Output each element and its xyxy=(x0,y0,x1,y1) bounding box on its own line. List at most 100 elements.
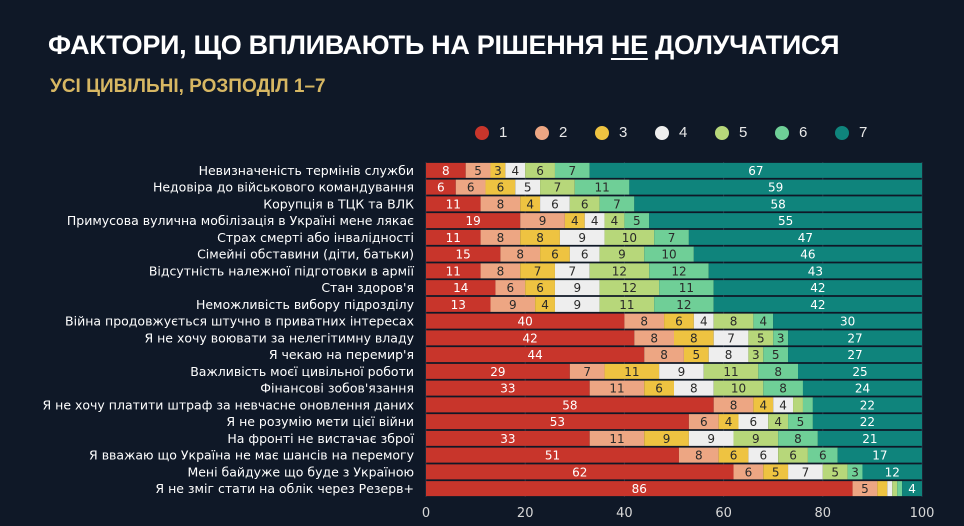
data-label: 5 xyxy=(524,181,532,195)
bar-segment xyxy=(708,263,922,279)
data-label: 11 xyxy=(619,298,634,312)
data-label: 12 xyxy=(676,298,691,312)
data-label: 8 xyxy=(536,231,544,245)
bar-segment xyxy=(426,229,481,245)
data-label: 22 xyxy=(860,415,875,429)
legend-swatch xyxy=(835,125,849,140)
data-label: 12 xyxy=(622,281,637,295)
data-label: 6 xyxy=(551,248,559,262)
data-label: 5 xyxy=(831,465,839,479)
data-label: 4 xyxy=(611,214,619,228)
bar-segment xyxy=(535,296,555,312)
data-label: 9 xyxy=(618,248,626,262)
data-label: 46 xyxy=(800,248,815,262)
bar-segment xyxy=(426,296,491,312)
category-label: Примусова вулична мобілізація в Україні … xyxy=(67,213,414,228)
title-emphasis: НЕ xyxy=(610,30,648,60)
bar-segment xyxy=(500,246,541,262)
legend-item-3: 3 xyxy=(595,124,627,141)
category-label: Стан здоров'я xyxy=(321,280,414,295)
data-label: 7 xyxy=(727,331,735,345)
data-label: 7 xyxy=(568,164,576,178)
bar-segment xyxy=(540,179,575,195)
bar-segment xyxy=(773,397,794,413)
legend-item-2: 2 xyxy=(535,124,567,141)
data-label: 6 xyxy=(700,415,708,429)
bar-segment xyxy=(559,229,605,245)
data-label: 4 xyxy=(541,298,549,312)
data-label: 6 xyxy=(581,248,589,262)
category-label: Відсутність належної підготовки в армії xyxy=(149,263,415,278)
bar-segment xyxy=(753,397,774,413)
bar-segment xyxy=(862,464,922,480)
bar-segment xyxy=(426,263,481,279)
data-label: 30 xyxy=(840,315,855,329)
bar-segment xyxy=(426,246,501,262)
bar-segment xyxy=(788,347,922,363)
data-label: 6 xyxy=(581,197,589,211)
bar-segment xyxy=(788,414,813,430)
data-label: 4 xyxy=(759,398,767,412)
page-title: ФАКТОРИ, ЩО ВПЛИВАЮТЬ НА РІШЕННЯ НЕ ДОЛУ… xyxy=(48,30,840,61)
bar-segment xyxy=(763,380,803,396)
bar-segment xyxy=(748,330,774,346)
legend-item-5: 5 xyxy=(715,124,747,141)
bar-segment xyxy=(525,280,555,296)
data-label: 8 xyxy=(794,432,802,446)
bar-segment xyxy=(426,280,496,296)
bar-segment xyxy=(788,330,922,346)
bar-segment xyxy=(485,179,516,195)
legend-label: 6 xyxy=(799,124,808,141)
data-label: 22 xyxy=(860,398,875,412)
legend-swatch xyxy=(775,125,789,140)
bar-segment xyxy=(852,481,878,497)
bar-segment xyxy=(644,246,694,262)
data-label: 9 xyxy=(752,432,760,446)
data-label: 4 xyxy=(700,315,708,329)
category-label: Корупція в ТЦК та ВЛК xyxy=(263,196,414,211)
bar-segment xyxy=(793,397,803,413)
x-tick-label: 100 xyxy=(910,506,935,521)
legend-label: 4 xyxy=(679,124,688,141)
bar-segment xyxy=(426,380,590,396)
data-label: 53 xyxy=(550,415,565,429)
bar-segment xyxy=(733,464,764,480)
bar-segment xyxy=(520,213,565,229)
bar-segment xyxy=(569,196,600,212)
data-label: 5 xyxy=(757,331,765,345)
bar-segment xyxy=(426,447,679,463)
bar-segment xyxy=(812,414,922,430)
data-label: 5 xyxy=(797,415,805,429)
bar-segment xyxy=(644,380,674,396)
bar-segment xyxy=(490,296,536,312)
data-label: 42 xyxy=(523,331,538,345)
data-label: 51 xyxy=(545,449,560,463)
bar-segment xyxy=(634,196,922,212)
bar-segment xyxy=(902,481,922,497)
data-label: 8 xyxy=(516,248,524,262)
bar-segment xyxy=(812,397,922,413)
bar-segment xyxy=(768,414,789,430)
data-label: 8 xyxy=(660,348,668,362)
data-label: 6 xyxy=(759,449,767,463)
data-label: 5 xyxy=(474,164,482,178)
bar-segment xyxy=(763,464,789,480)
bar-segment xyxy=(758,363,798,379)
bar-segment xyxy=(520,229,560,245)
data-label: 6 xyxy=(819,449,827,463)
data-label: 11 xyxy=(624,365,639,379)
bar-segment xyxy=(802,380,922,396)
legend-swatch xyxy=(475,125,489,140)
bar-segment xyxy=(426,162,466,178)
data-label: 3 xyxy=(777,331,785,345)
data-label: 3 xyxy=(851,465,859,479)
data-label: 6 xyxy=(675,315,683,329)
data-label: 4 xyxy=(774,415,782,429)
bar-segment xyxy=(683,347,709,363)
bar-segment xyxy=(604,363,660,379)
data-label: 5 xyxy=(692,348,700,362)
bar-segment xyxy=(674,330,714,346)
legend-swatch xyxy=(535,125,549,140)
bar-segment xyxy=(644,347,684,363)
data-label: 4 xyxy=(511,164,519,178)
